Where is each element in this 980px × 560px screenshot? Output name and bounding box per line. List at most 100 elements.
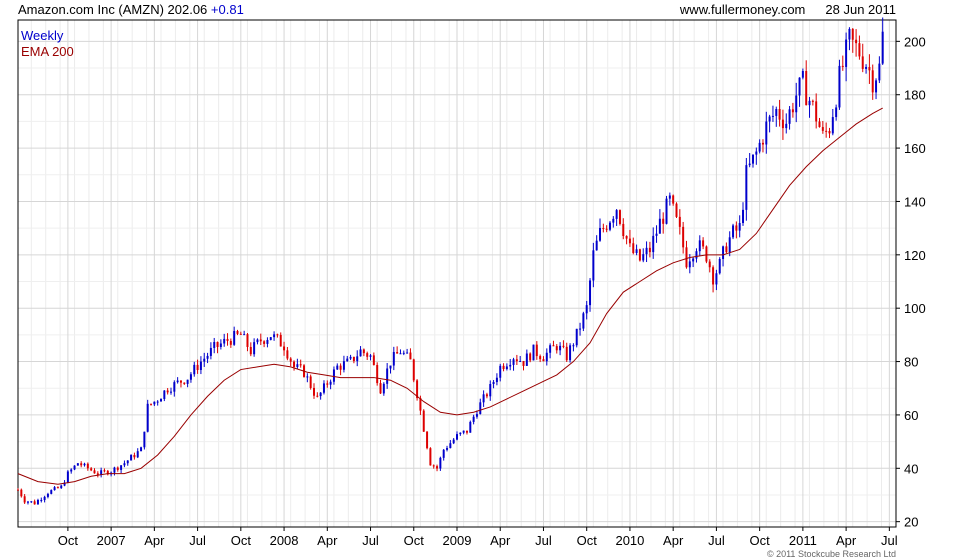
candle-body [678,216,681,227]
candle-body [293,361,296,367]
x-tick-label: 2007 [97,533,126,548]
site-url[interactable]: www.fullermoney.com [679,2,806,17]
candle-body [868,66,871,71]
candle-body [56,487,59,489]
candle-body [126,460,129,464]
candle-body [785,123,788,129]
candle-body [732,225,735,238]
candle-body [86,463,89,469]
candle-body [692,258,695,262]
candle-body [46,493,49,497]
candle-body [289,358,292,362]
candle-body [778,108,781,120]
candle-body [798,77,801,96]
candle-body [579,328,582,330]
candle-body [17,489,19,491]
candle-body [535,344,538,357]
candle-body [735,225,738,231]
candle-body [179,380,182,383]
candle-body [286,350,289,359]
candle-body [675,203,678,217]
candle-body [136,451,139,458]
candle-body [362,349,365,354]
candle-body [153,401,156,405]
candle-body [213,341,216,348]
candle-body [299,364,302,366]
candle-body [811,100,814,102]
ema-line [17,107,883,485]
candle-body [40,499,43,501]
candle-body [442,449,445,458]
candle-body [755,151,758,155]
x-tick-label: Oct [404,533,425,548]
candle-body [582,313,585,329]
candle-body [30,501,33,503]
candle-body [562,345,565,347]
candle-body [825,130,828,132]
candle-body [266,339,269,344]
candle-body [223,338,226,344]
candle-body [712,267,715,285]
candle-body [166,390,169,393]
candle-body [163,390,166,400]
chart-date: 28 Jun 2011 [825,2,896,17]
candle-body [100,470,103,475]
candle-body [565,346,568,361]
y-tick-label: 60 [904,408,918,423]
candle-body [489,383,492,397]
candle-body [176,380,179,383]
candle-body [635,249,638,254]
candle-body [259,339,262,342]
candle-body [668,195,671,199]
candle-body [253,342,256,355]
candle-body [599,227,602,241]
candle-body [446,448,449,450]
candle-body [326,383,329,385]
candle-body [452,439,455,444]
candle-body [612,218,615,223]
candle-body [748,163,751,166]
candle-body [352,356,355,362]
candle-body [319,392,322,397]
candle-body [66,471,69,483]
candle-body [263,341,266,344]
y-tick-label: 20 [904,515,918,530]
candle-body [509,364,512,367]
candle-body [432,465,435,467]
candle-body [243,334,246,336]
candle-body [618,210,621,224]
candle-body [73,465,76,470]
y-tick-label: 160 [904,141,926,156]
candle-body [33,501,36,505]
candle-body [283,346,286,351]
x-tick-label: 2009 [443,533,472,548]
candle-body [133,455,136,458]
candle-body [399,353,402,355]
candle-body [771,115,774,117]
candle-body [648,247,651,253]
candle-body [628,238,631,244]
y-tick-label: 180 [904,88,926,103]
candle-body [672,195,675,204]
candle-body [781,119,784,129]
candle-body [605,228,608,230]
candle-body [485,394,488,397]
y-tick-label: 140 [904,194,926,209]
candle-body [505,366,508,370]
candle-body [515,359,518,362]
candle-body [372,355,375,366]
x-tick-label: Oct [577,533,598,548]
candle-body [841,65,844,67]
price-change: +0.81 [210,2,244,17]
candle-body [725,246,728,253]
candle-body [216,341,219,347]
candle-body [130,455,133,461]
candle-body [419,398,422,411]
candle-body [116,467,119,470]
candle-body [90,468,93,471]
header-right: www.fullermoney.com 28 Jun 2011 [680,2,896,17]
candle-body [412,359,415,381]
candle-body [382,383,385,394]
candle-body [745,165,748,210]
